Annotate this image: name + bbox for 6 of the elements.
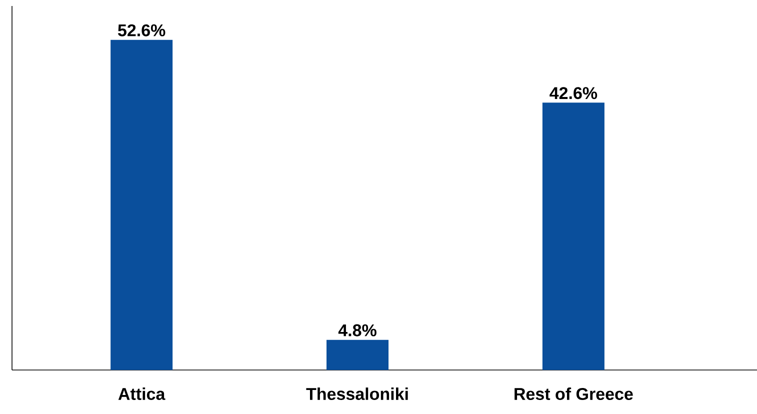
- data-label: 42.6%: [550, 87, 598, 100]
- x-tick-label: Thessaloniki: [306, 388, 408, 400]
- x-tick-label: Rest of Greece: [514, 388, 633, 400]
- data-label: 4.8%: [338, 324, 376, 336]
- x-tick-label: Attica: [118, 388, 166, 400]
- data-label: 52.6%: [118, 24, 166, 36]
